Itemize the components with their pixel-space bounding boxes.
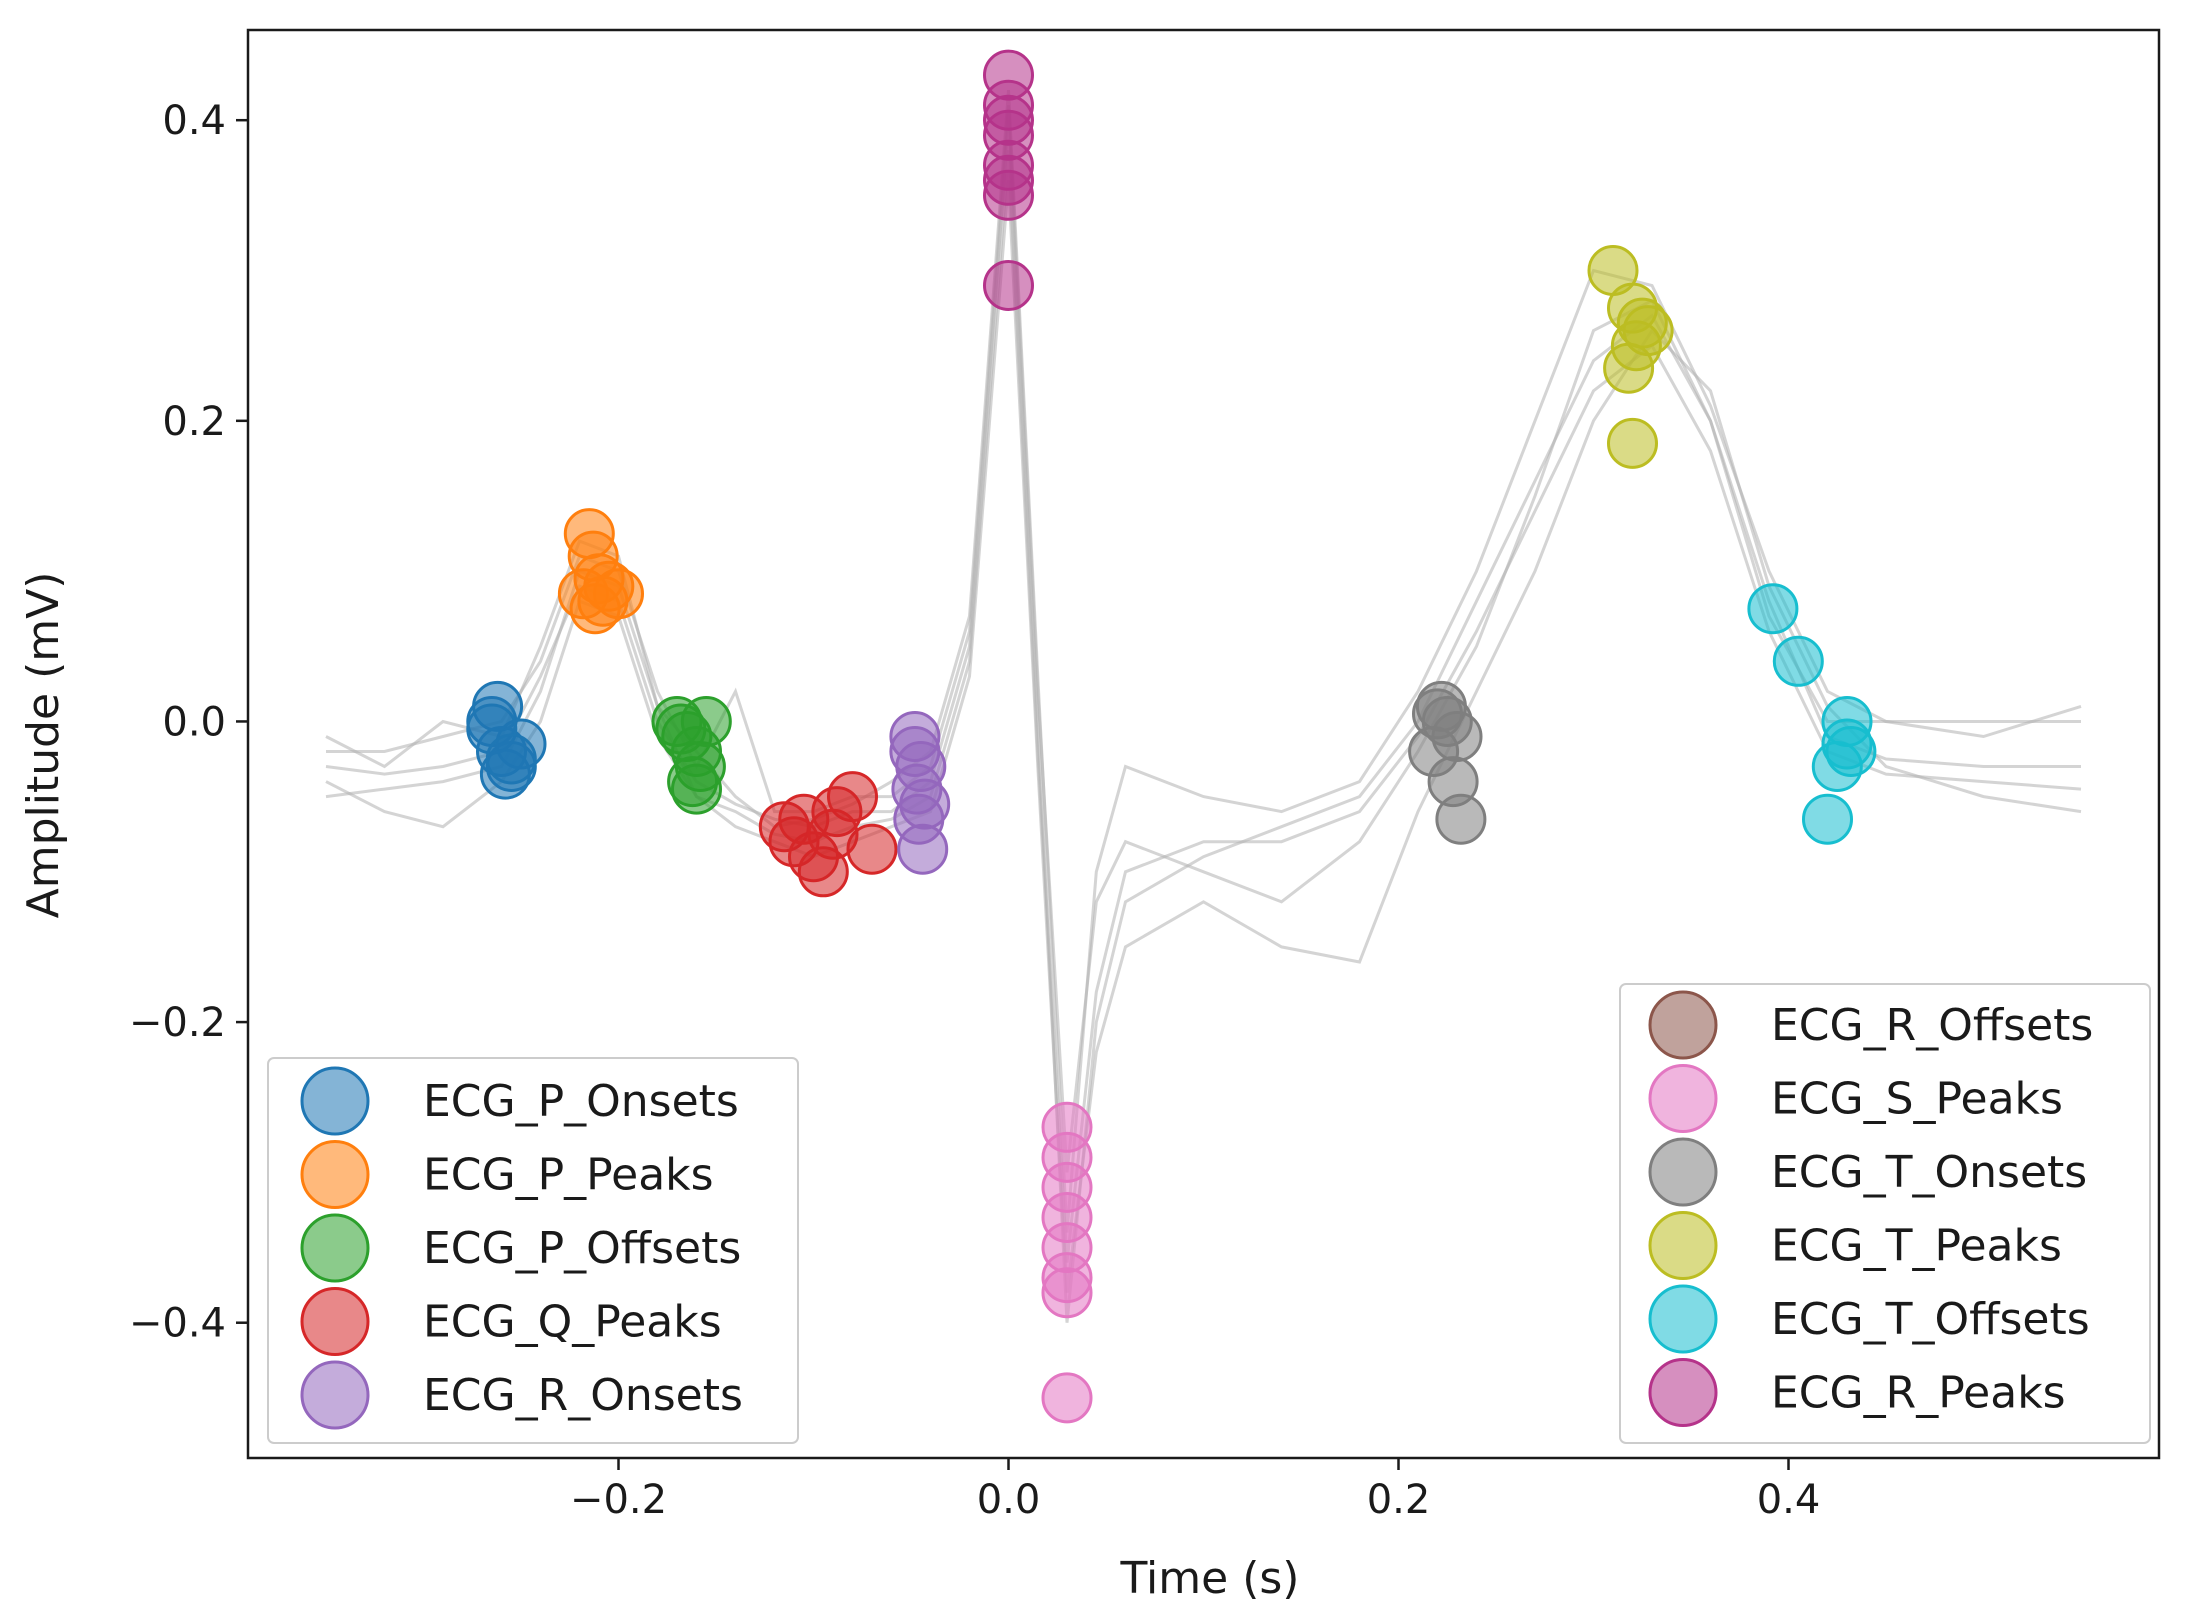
ecg-p-onsets-legend-marker (300, 1066, 370, 1136)
ecg-p-onsets-legend-label: ECG_P_Onsets (423, 1076, 739, 1127)
ecg-p-offsets-legend-marker (300, 1213, 370, 1283)
ecg-t-offsets-legend-marker (1648, 1284, 1718, 1354)
legend-left: ECG_P_Onsets ECG_P_Peaks ECG_P_Offsets ECG_… (267, 1057, 799, 1444)
ecg-r-onsets-legend-label: ECG_R_Onsets (423, 1370, 743, 1421)
legend-left-items: ECG_P_Onsets ECG_P_Peaks ECG_P_Offsets ECG_… (300, 1066, 743, 1430)
ecg-q-peaks-legend-label: ECG_Q_Peaks (423, 1297, 722, 1348)
y-tick-label: −0.4 (129, 1301, 226, 1347)
x-axis-label: Time (s) (1120, 1553, 1300, 1604)
ecg-t-peaks-point (1607, 417, 1658, 469)
ecg-p-peaks-legend-marker (300, 1140, 370, 1209)
ecg-q-peaks-legend-marker (300, 1287, 370, 1356)
ecg-t-peaks-legend-label: ECG_T_Peaks (1771, 1221, 2062, 1272)
ecg-t-offsets-point (1772, 635, 1824, 687)
ecg-s-peaks-point (1041, 1267, 1093, 1319)
ecg-p-peaks-point (577, 575, 629, 627)
markers-layer (466, 49, 1877, 1424)
legend-right-items: ECG_R_Offsets ECG_S_Peaks ECG_T_Onsets ECG_… (1648, 990, 2093, 1427)
ecg-q-peaks-point (807, 808, 859, 860)
legend-right-frame (1619, 983, 2151, 1444)
ecg-s-peaks-point (1041, 1372, 1093, 1424)
axes-layer: −0.2 0.0 0.2 0.4 0.4 0.2 0.0 −0.2 −0.4 (129, 98, 1820, 1523)
ecg-t-onsets-point (1412, 688, 1463, 740)
x-tick-label: 0.2 (1367, 1477, 1431, 1523)
ecg-r-onsets-legend-marker (300, 1360, 370, 1430)
y-tick-label: 0.2 (162, 399, 226, 445)
y-axis-label: Amplitude (mV) (18, 572, 69, 919)
ecg-p-onsets-point (485, 733, 537, 785)
x-tick-label: 0.0 (977, 1477, 1041, 1523)
ecg-t-offsets-point (1802, 793, 1853, 845)
ecg-p-offsets-point (680, 696, 732, 747)
ecg-r-peaks-point (983, 169, 1034, 221)
ecg-t-peaks-legend-marker (1648, 1211, 1718, 1280)
ecg-r-peaks-point (983, 260, 1034, 311)
y-tick-label: 0.0 (162, 699, 226, 745)
ecg-r-peaks-legend-label: ECG_R_Peaks (1771, 1368, 2066, 1419)
legend-right: ECG_R_Offsets ECG_S_Peaks ECG_T_Onsets ECG_… (1619, 983, 2151, 1444)
y-tick-label: 0.4 (162, 98, 226, 144)
ecg-r-offsets-legend-marker (1648, 990, 1718, 1060)
ecg-r-onsets-point (897, 823, 949, 875)
ecg-p-offsets-legend-label: ECG_P_Offsets (423, 1223, 741, 1274)
x-tick-label: 0.4 (1757, 1477, 1821, 1523)
legend-left-frame (267, 1057, 799, 1444)
ecg-s-peaks-legend-marker (1648, 1064, 1718, 1133)
ecg-t-offsets-legend-label: ECG_T_Offsets (1771, 1294, 2090, 1345)
ecg-p-peaks-legend-label: ECG_P_Peaks (423, 1150, 714, 1201)
ecg-t-onsets-legend-marker (1648, 1137, 1718, 1207)
y-tick-label: −0.2 (129, 1000, 226, 1046)
ecg-t-onsets-legend-label: ECG_T_Onsets (1771, 1147, 2087, 1198)
ecg-p-offsets-point (671, 763, 722, 815)
ecg-t-offsets-point (1825, 726, 1877, 777)
ecg-t-onsets-point (1435, 793, 1487, 845)
ecg-t-offsets-point (1747, 583, 1799, 635)
ecg-t-peaks-point (1603, 342, 1655, 394)
ecg-r-onsets-point (889, 711, 941, 762)
x-tick-label: −0.2 (570, 1477, 667, 1523)
ecg-r-peaks-legend-marker (1648, 1358, 1718, 1427)
ecg-s-peaks-legend-label: ECG_S_Peaks (1771, 1074, 2063, 1125)
ecg-r-offsets-legend-label: ECG_R_Offsets (1771, 1000, 2093, 1051)
